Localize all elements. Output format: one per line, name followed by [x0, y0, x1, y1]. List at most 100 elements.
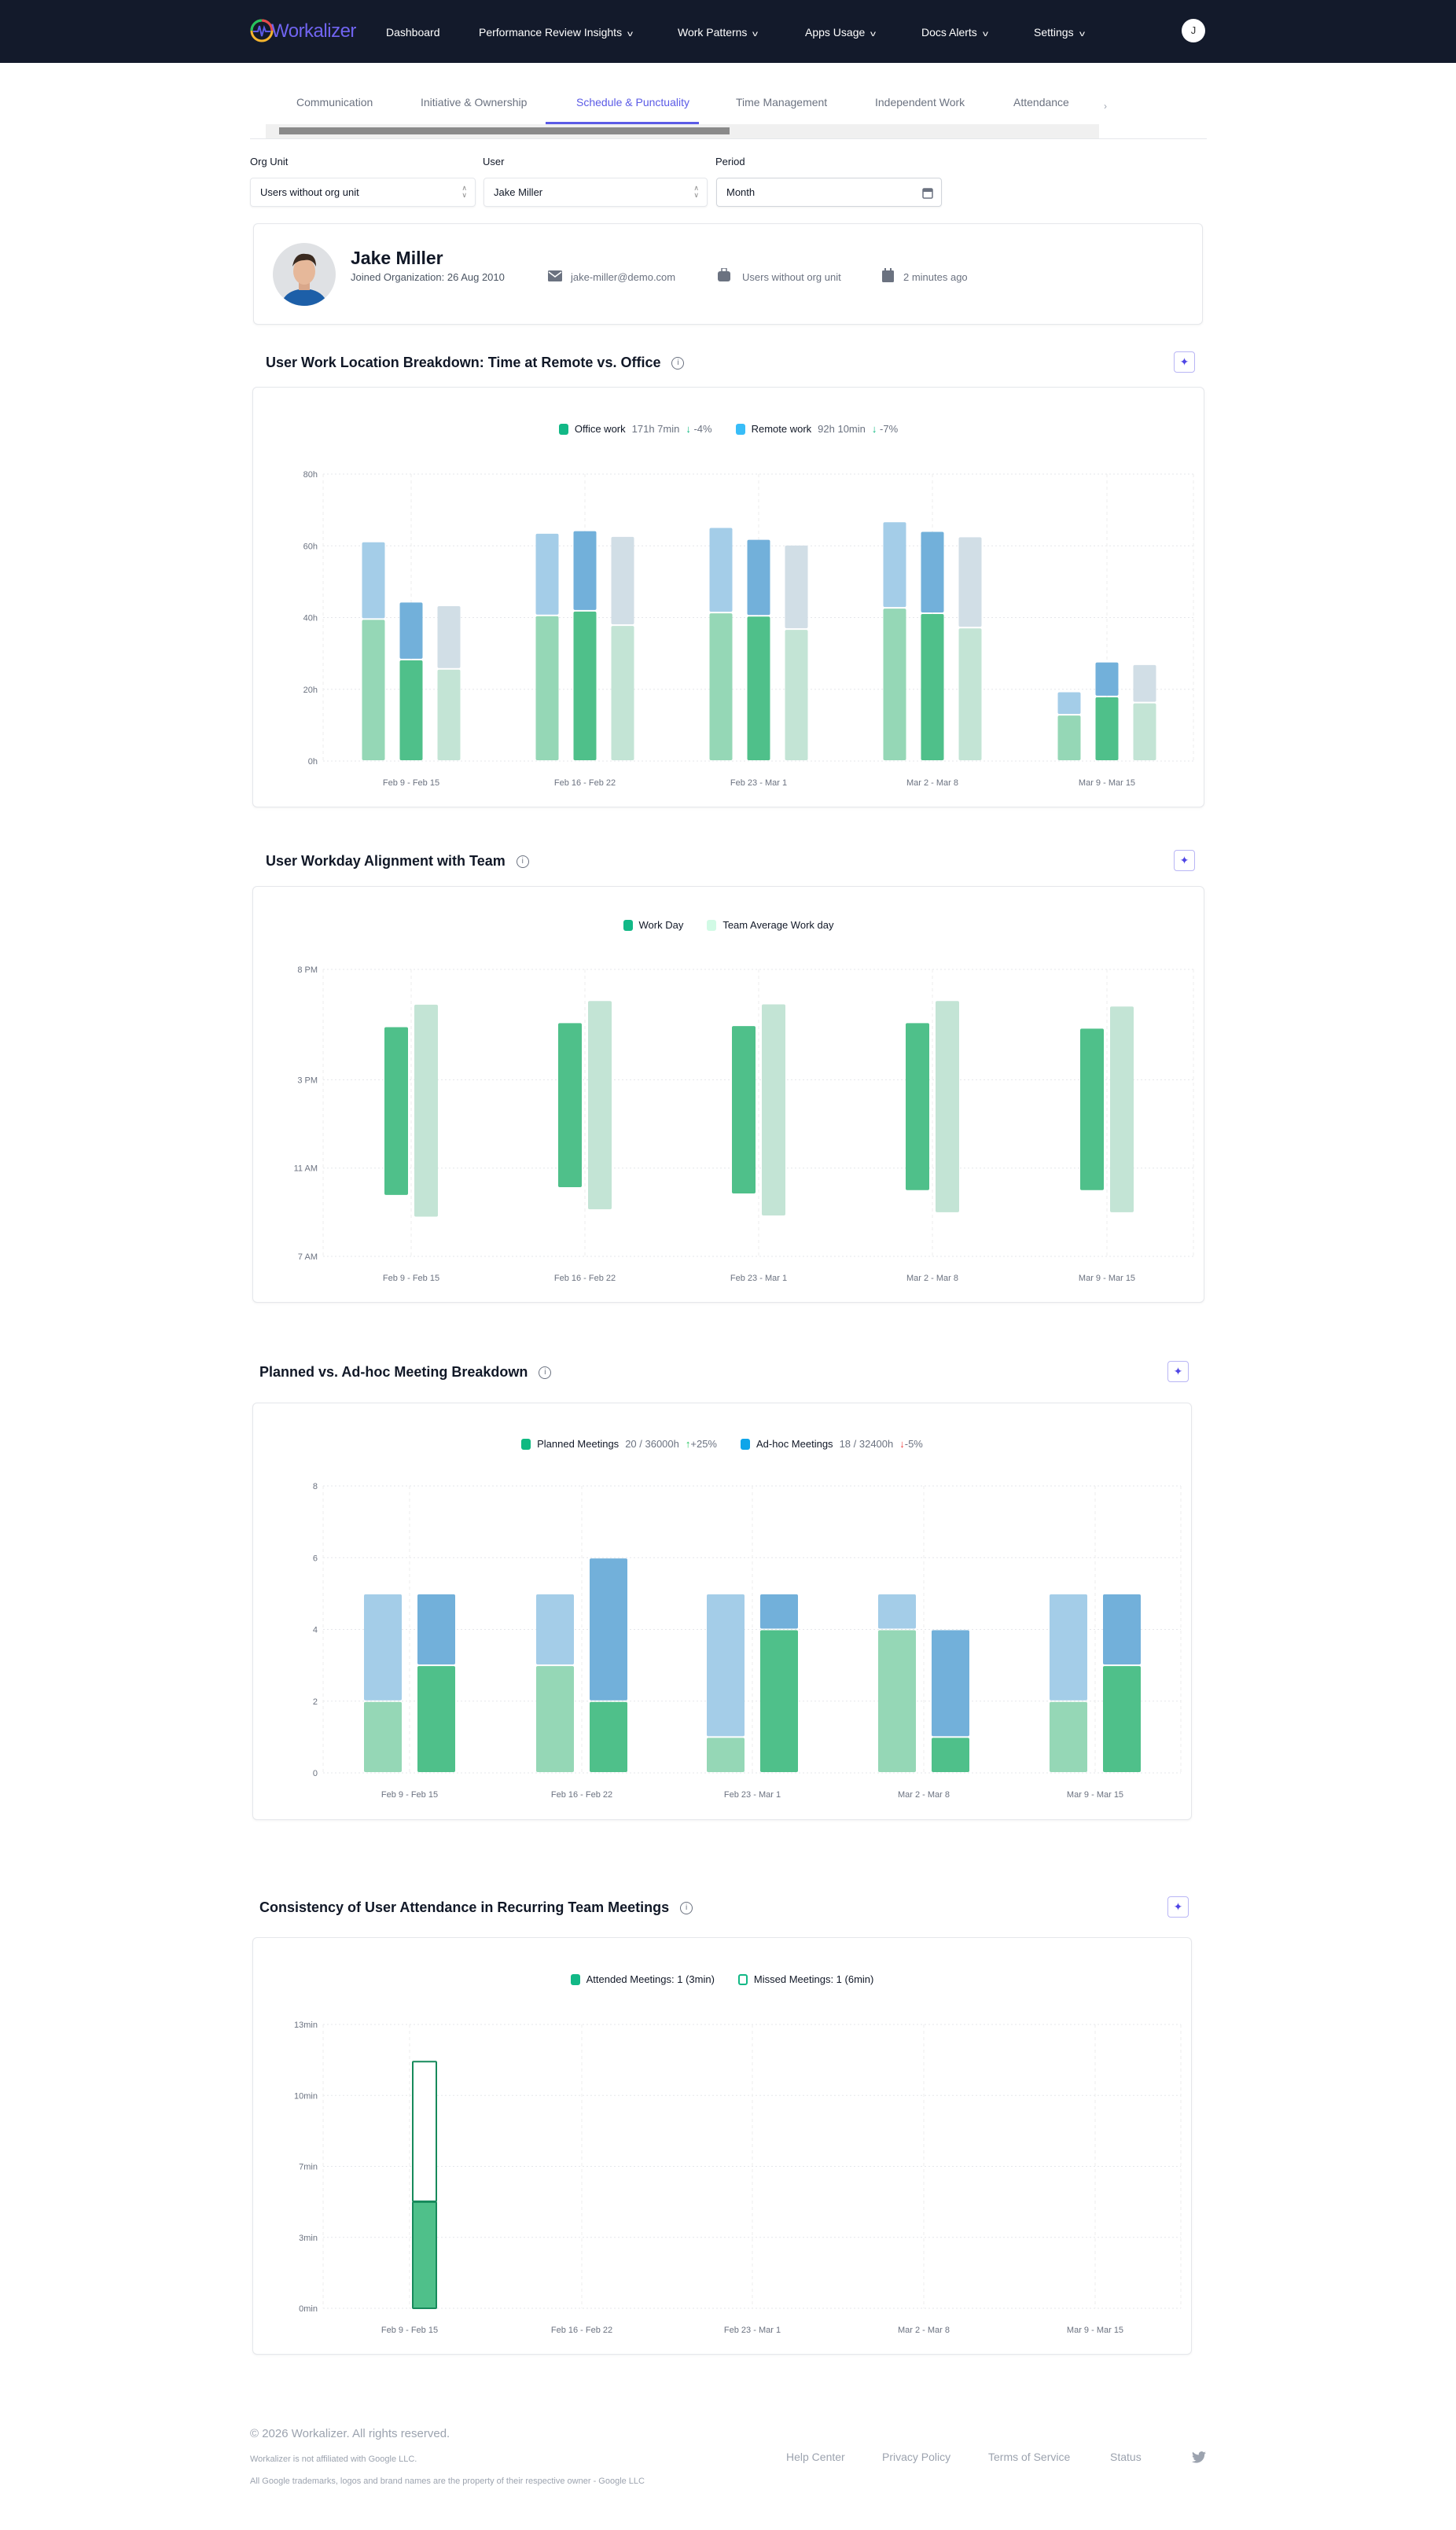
legend-value: 18 / 32400h — [839, 1438, 894, 1450]
chart-legend: Work Day Team Average Work day — [253, 919, 1204, 931]
user-label: User — [483, 156, 505, 167]
nav-label: Docs Alerts — [921, 26, 977, 39]
user-profile-card: Jake Miller Joined Organization: 26 Aug … — [253, 223, 1203, 325]
footer-link-status[interactable]: Status — [1110, 2451, 1142, 2463]
footer-copyright: © 2026 Workalizer. All rights reserved. — [250, 2427, 450, 2440]
footer-link-help-center[interactable]: Help Center — [786, 2451, 845, 2463]
tab-initiative-ownership[interactable]: Initiative & Ownership — [421, 96, 528, 108]
legend-item-work-day[interactable]: Work Day — [623, 919, 683, 931]
chart-title-attendance-consistency: Consistency of User Attendance in Recurr… — [259, 1899, 693, 1916]
ai-insights-button[interactable]: ✦ — [1167, 1361, 1189, 1382]
legend-item-team-average[interactable]: Team Average Work day — [707, 919, 833, 931]
nav-apps-usage[interactable]: Apps Usage v — [805, 26, 877, 39]
arrow-down-icon: ↓ — [871, 423, 877, 435]
period-picker[interactable]: Month — [716, 178, 942, 207]
nav-label: Settings — [1034, 26, 1074, 39]
brand-name[interactable]: Workalizer — [271, 20, 356, 42]
ai-insights-button[interactable]: ✦ — [1167, 1896, 1189, 1918]
tab-attendance[interactable]: Attendance — [1013, 96, 1069, 108]
chart-title-text: User Work Location Breakdown: Time at Re… — [266, 355, 661, 370]
legend-item-missed[interactable]: Missed Meetings: 1 (6min) — [737, 1973, 874, 1985]
footer-link-privacy-policy[interactable]: Privacy Policy — [882, 2451, 951, 2463]
legend-item-remote[interactable]: Remote work 92h 10min ↓ -7% — [735, 423, 898, 435]
workalizer-logo-icon — [250, 19, 274, 42]
legend-change: ↓ -7% — [872, 423, 898, 435]
chevron-down-icon: v — [752, 30, 759, 39]
info-icon[interactable]: i — [680, 1902, 693, 1915]
chart-legend: Attended Meetings: 1 (3min) Missed Meeti… — [253, 1973, 1191, 1985]
nav-label: Dashboard — [386, 26, 440, 39]
legend-item-attended[interactable]: Attended Meetings: 1 (3min) — [570, 1973, 715, 1985]
legend-change-value: -7% — [880, 423, 899, 435]
tab-schedule-punctuality[interactable]: Schedule & Punctuality — [576, 96, 689, 108]
tab-communication[interactable]: Communication — [296, 96, 373, 108]
tab-independent-work[interactable]: Independent Work — [875, 96, 965, 108]
twitter-icon[interactable] — [1192, 2451, 1206, 2463]
tabs-scrollbar-track[interactable] — [266, 124, 1099, 138]
legend-swatch — [737, 1973, 748, 1985]
briefcase-icon — [718, 268, 730, 281]
nav-performance-review-insights[interactable]: Performance Review Insights v — [479, 26, 634, 39]
chevron-up-down-icon: ∧ ∨ — [461, 184, 467, 199]
chart-legend: Office work 171h 7min ↓ -4% Remote work 92h… — [253, 423, 1204, 435]
user-avatar-button[interactable]: J — [1182, 19, 1205, 42]
sparkle-icon: ✦ — [1173, 1900, 1183, 1913]
top-navbar: Workalizer Dashboard Performance Review … — [0, 0, 1456, 63]
chart-title-work-location: User Work Location Breakdown: Time at Re… — [266, 355, 685, 371]
ai-insights-button[interactable]: ✦ — [1174, 850, 1195, 871]
legend-change: ↑+25% — [686, 1438, 717, 1450]
info-icon[interactable]: i — [516, 855, 529, 869]
tab-time-management[interactable]: Time Management — [736, 96, 828, 108]
org-unit-select[interactable]: Users without org unit ∧ ∨ — [250, 178, 476, 207]
calendar-icon — [882, 268, 894, 282]
legend-change-value: -4% — [693, 423, 712, 435]
nav-label: Performance Review Insights — [479, 26, 623, 39]
nav-work-patterns[interactable]: Work Patterns v — [678, 26, 759, 39]
tabs-scrollbar-thumb[interactable] — [279, 127, 730, 134]
legend-swatch — [558, 423, 568, 435]
period-label: Period — [715, 156, 745, 167]
legend-swatch — [741, 1438, 750, 1450]
legend-change-value: -5% — [904, 1438, 923, 1450]
nav-label: Apps Usage — [805, 26, 866, 39]
calendar-icon[interactable] — [922, 186, 933, 199]
nav-docs-alerts[interactable]: Docs Alerts v — [921, 26, 988, 39]
footer-link-terms[interactable]: Terms of Service — [988, 2451, 1071, 2463]
divider — [250, 138, 1207, 139]
legend-value: 92h 10min — [818, 423, 866, 435]
info-icon[interactable]: i — [671, 357, 685, 370]
profile-email[interactable]: jake-miller@demo.com — [571, 271, 676, 283]
active-tab-indicator — [546, 122, 699, 124]
sparkle-icon: ✦ — [1179, 355, 1189, 368]
legend-value: 20 / 36000h — [625, 1438, 679, 1450]
legend-change: ↓-5% — [899, 1438, 923, 1450]
legend-swatch — [707, 919, 717, 931]
nav-dashboard[interactable]: Dashboard — [386, 26, 440, 39]
chart-title-workday-alignment: User Workday Alignment with Team i — [266, 853, 529, 870]
org-unit-value: Users without org unit — [260, 186, 359, 198]
legend-value: 171h 7min — [631, 423, 680, 435]
chart-title-meeting-breakdown: Planned vs. Ad-hoc Meeting Breakdown i — [259, 1364, 552, 1381]
chart-title-text: Consistency of User Attendance in Recurr… — [259, 1899, 670, 1915]
chevron-down-icon: v — [1079, 30, 1085, 39]
email-icon — [548, 270, 562, 281]
nav-settings[interactable]: Settings v — [1034, 26, 1085, 39]
ai-insights-button[interactable]: ✦ — [1174, 351, 1195, 373]
user-select[interactable]: Jake Miller ∧ ∨ — [483, 178, 708, 207]
legend-item-planned[interactable]: Planned Meetings 20 / 36000h ↑+25% — [521, 1438, 717, 1450]
legend-label: Remote work — [751, 423, 812, 435]
chevron-down-icon: v — [627, 30, 634, 39]
legend-item-office[interactable]: Office work 171h 7min ↓ -4% — [558, 423, 712, 435]
chart-card-meeting-breakdown: Planned Meetings 20 / 36000h ↑+25% Ad-hoc … — [252, 1403, 1192, 1820]
legend-label: Planned Meetings — [537, 1438, 620, 1450]
footer-disclaimer: All Google trademarks, logos and brand n… — [250, 2477, 645, 2486]
info-icon[interactable]: i — [539, 1366, 552, 1380]
chart-title-text: Planned vs. Ad-hoc Meeting Breakdown — [259, 1364, 528, 1380]
legend-label: Missed Meetings: 1 (6min) — [753, 1973, 874, 1985]
legend-item-adhoc[interactable]: Ad-hoc Meetings 18 / 32400h ↓-5% — [741, 1438, 923, 1450]
chevron-down-icon: v — [870, 30, 877, 39]
arrow-down-icon: ↓ — [686, 423, 691, 435]
tabs-scroll-right-icon[interactable]: › — [1104, 101, 1107, 112]
chart-card-attendance-consistency: Attended Meetings: 1 (3min) Missed Meeti… — [252, 1937, 1192, 2355]
legend-label: Team Average Work day — [722, 919, 834, 931]
